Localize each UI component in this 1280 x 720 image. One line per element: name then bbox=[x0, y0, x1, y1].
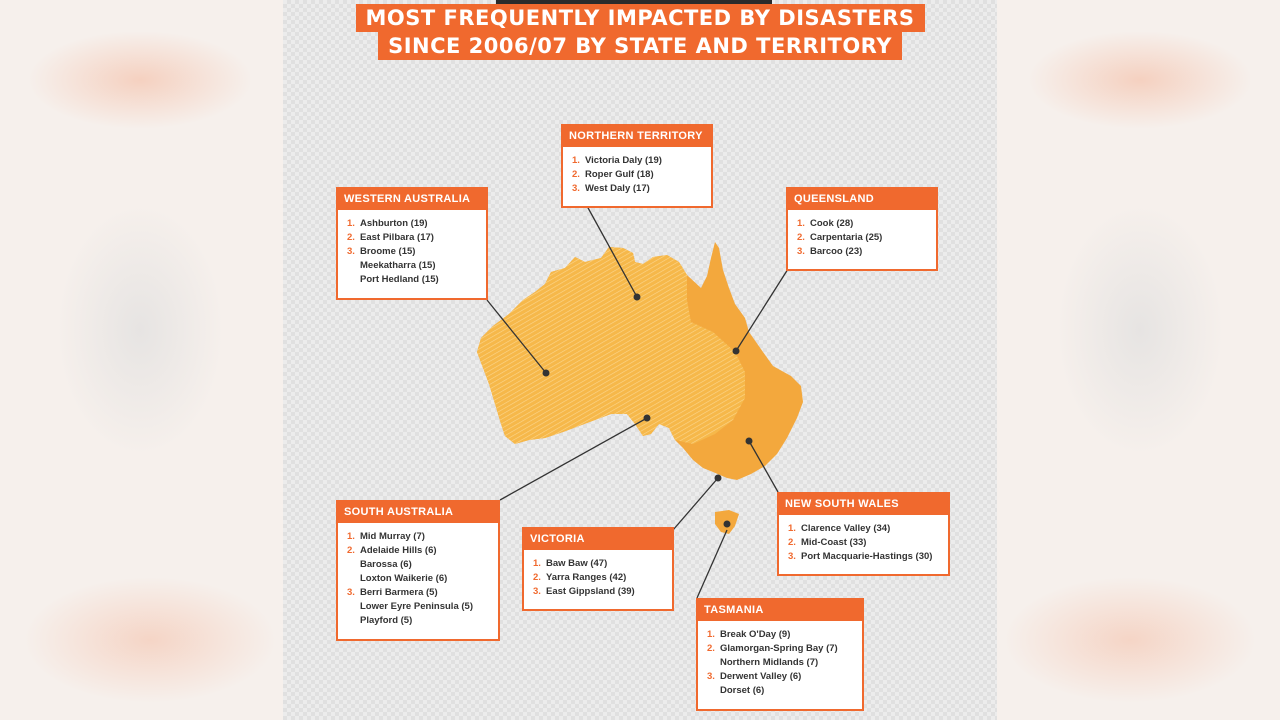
list-item: 1. Ashburton (19) bbox=[347, 218, 428, 229]
region-title: SOUTH AUSTRALIA bbox=[338, 502, 498, 523]
region-title: VICTORIA bbox=[524, 529, 672, 550]
list-item: Dorset (6) bbox=[720, 685, 765, 696]
list-item: 3. East Gippsland (39) bbox=[533, 586, 635, 597]
region-title: NEW SOUTH WALES bbox=[779, 494, 948, 515]
ranking-list: 1. Break O'Day (9) 2. Glamorgan-Spring Bay… bbox=[698, 621, 862, 698]
list-item: Barossa (6) bbox=[360, 559, 412, 570]
marker-dot-nsw bbox=[745, 437, 753, 445]
list-item: Loxton Waikerie (6) bbox=[360, 573, 448, 584]
list-item: 1. Clarence Valley (34) bbox=[788, 523, 891, 534]
list-item: 2. Mid-Coast (33) bbox=[788, 537, 867, 548]
region-box-tasmania: TASMANIA 1. Break O'Day (9) 2. Glamorgan-S… bbox=[696, 598, 864, 711]
marker-dot-wa bbox=[542, 369, 550, 377]
ranking-list: 1. Mid Murray (7) 2. Adelaide Hills (6) Ba… bbox=[338, 523, 498, 628]
list-item: Northern Midlands (7) bbox=[720, 657, 819, 668]
leader-line-wa bbox=[486, 299, 547, 374]
list-item: 1. Mid Murray (7) bbox=[347, 531, 425, 542]
title-line-2: SINCE 2006/07 BY STATE AND TERRITORY bbox=[283, 32, 997, 60]
list-item: 1. Victoria Daly (19) bbox=[572, 155, 662, 166]
list-item: 2. East Pilbara (17) bbox=[347, 232, 434, 243]
title-line-1: MOST FREQUENTLY IMPACTED BY DISASTERS bbox=[283, 4, 997, 32]
list-item: 2. Yarra Ranges (42) bbox=[533, 572, 627, 583]
top-bar bbox=[496, 0, 772, 4]
list-item: 1. Break O'Day (9) bbox=[707, 629, 791, 640]
region-title: NORTHERN TERRITORY bbox=[563, 126, 711, 147]
list-item: 3. Broome (15) bbox=[347, 246, 416, 257]
list-item: 2. Roper Gulf (18) bbox=[572, 169, 654, 180]
marker-dot-vic bbox=[714, 474, 722, 482]
marker-dot-sa bbox=[643, 414, 651, 422]
list-item: Meekatharra (15) bbox=[360, 260, 436, 271]
ranking-list: 1. Victoria Daly (19) 2. Roper Gulf (18) 3… bbox=[563, 147, 711, 196]
leader-line-tas bbox=[696, 529, 728, 599]
leader-line-nt bbox=[586, 205, 638, 298]
list-item: 2. Glamorgan-Spring Bay (7) bbox=[707, 643, 838, 654]
region-box-northern-territory: NORTHERN TERRITORY 1. Victoria Daly (19) … bbox=[561, 124, 713, 208]
region-box-western-australia: WESTERN AUSTRALIA 1. Ashburton (19) 2. Eas… bbox=[336, 187, 488, 300]
leader-line-qld bbox=[735, 268, 789, 352]
list-item: 3. West Daly (17) bbox=[572, 183, 650, 194]
ranking-list: 1. Baw Baw (47) 2. Yarra Ranges (42) 3. Eas… bbox=[524, 550, 672, 599]
region-title: QUEENSLAND bbox=[788, 189, 936, 210]
list-item: Lower Eyre Peninsula (5) bbox=[360, 601, 473, 612]
region-title: WESTERN AUSTRALIA bbox=[338, 189, 486, 210]
ranking-list: 1. Clarence Valley (34) 2. Mid-Coast (33) … bbox=[779, 515, 948, 564]
list-item: 3. Derwent Valley (6) bbox=[707, 671, 802, 682]
region-box-queensland: QUEENSLAND 1. Cook (28) 2. Carpentaria (25… bbox=[786, 187, 938, 271]
leader-line-sa bbox=[499, 417, 648, 501]
region-box-victoria: VICTORIA 1. Baw Baw (47) 2. Yarra Ranges (… bbox=[522, 527, 674, 611]
ranking-list: 1. Ashburton (19) 2. East Pilbara (17) 3. B… bbox=[338, 210, 486, 287]
list-item: 2. Carpentaria (25) bbox=[797, 232, 883, 243]
region-title: TASMANIA bbox=[698, 600, 862, 621]
list-item: 1. Baw Baw (47) bbox=[533, 558, 608, 569]
marker-dot-nt bbox=[633, 293, 641, 301]
list-item: Playford (5) bbox=[360, 615, 413, 626]
ranking-list: 1. Cook (28) 2. Carpentaria (25) 3. Barcoo … bbox=[788, 210, 936, 259]
marker-dot-tas bbox=[723, 520, 731, 528]
list-item: 3. Port Macquarie-Hastings (30) bbox=[788, 551, 933, 562]
region-box-south-australia: SOUTH AUSTRALIA 1. Mid Murray (7) 2. Adela… bbox=[336, 500, 500, 641]
marker-dot-qld bbox=[732, 347, 740, 355]
western-region-shape bbox=[477, 247, 745, 444]
list-item: 3. Barcoo (23) bbox=[797, 246, 863, 257]
region-box-new-south-wales: NEW SOUTH WALES 1. Clarence Valley (34) 2… bbox=[777, 492, 950, 576]
list-item: 2. Adelaide Hills (6) bbox=[347, 545, 437, 556]
list-item: 3. Berri Barmera (5) bbox=[347, 587, 438, 598]
list-item: 1. Cook (28) bbox=[797, 218, 854, 229]
leader-line-nsw bbox=[748, 440, 779, 493]
infographic-panel: MOST FREQUENTLY IMPACTED BY DISASTERS SI… bbox=[283, 0, 997, 720]
australia-map bbox=[477, 205, 803, 599]
list-item: Port Hedland (15) bbox=[360, 274, 439, 285]
leader-line-vic bbox=[672, 477, 719, 531]
